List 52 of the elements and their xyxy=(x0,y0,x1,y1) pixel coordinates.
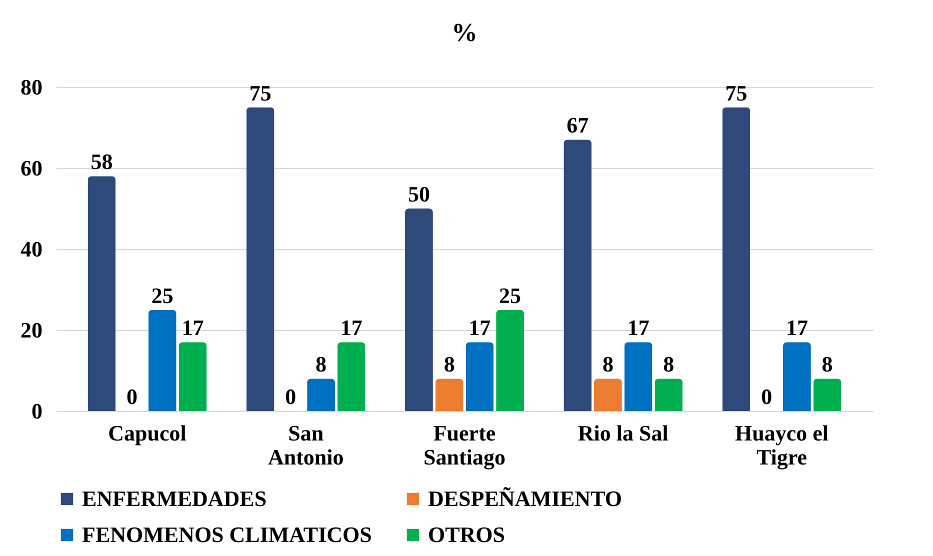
bar xyxy=(496,310,524,411)
data-label: 58 xyxy=(90,149,113,174)
bar xyxy=(722,107,750,411)
legend-label: DESPEÑAMIENTO xyxy=(428,486,622,511)
bar xyxy=(88,176,116,411)
bar xyxy=(813,378,842,411)
bar xyxy=(307,378,335,411)
legend-label: ENFERMEDADES xyxy=(82,486,267,511)
data-label: 17 xyxy=(468,315,491,340)
bar xyxy=(564,140,592,411)
x-tick-label: Capucol xyxy=(108,420,186,446)
data-label: 75 xyxy=(725,80,748,106)
y-tick-label: 40 xyxy=(20,236,42,262)
y-tick-label: 0 xyxy=(32,398,42,424)
chart-title: % xyxy=(452,18,478,47)
bar xyxy=(405,208,433,411)
data-label: 25 xyxy=(151,282,174,308)
legend-label: OTROS xyxy=(428,522,506,547)
data-label: 17 xyxy=(627,315,650,340)
data-label: 17 xyxy=(182,315,204,340)
bar xyxy=(337,342,366,411)
y-tick-label: 20 xyxy=(20,318,42,342)
data-label: 0 xyxy=(126,384,138,409)
data-label: 0 xyxy=(761,384,772,409)
y-tick-label: 60 xyxy=(20,156,42,180)
x-tick-label: Fuerte Santiago xyxy=(424,420,506,470)
x-tick-label: Rio la Sal xyxy=(578,420,668,446)
bar xyxy=(178,342,207,411)
data-label: 17 xyxy=(786,315,808,340)
bar xyxy=(654,378,683,411)
bar xyxy=(782,342,811,411)
legend-label: FENOMENOS CLIMATICOS xyxy=(82,522,372,547)
bar xyxy=(435,378,464,411)
bar xyxy=(624,342,652,411)
data-label: 67 xyxy=(566,112,589,138)
data-label: 25 xyxy=(499,282,522,308)
data-label: 17 xyxy=(340,315,362,340)
data-label: 8 xyxy=(822,352,833,377)
data-label: 8 xyxy=(444,352,455,377)
x-tick-label: Huayco el Tigre xyxy=(735,420,829,470)
bar xyxy=(466,342,494,411)
bar xyxy=(594,378,622,411)
data-label: 8 xyxy=(602,352,614,377)
data-label: 8 xyxy=(663,352,674,377)
data-label: 75 xyxy=(249,80,272,106)
data-label: 8 xyxy=(316,352,327,377)
y-tick-label: 80 xyxy=(20,74,42,100)
bar xyxy=(246,107,274,411)
bar xyxy=(148,310,176,411)
data-label: 50 xyxy=(408,182,430,206)
data-label: 0 xyxy=(285,384,296,409)
x-tick-label: San Antonio xyxy=(268,420,344,470)
